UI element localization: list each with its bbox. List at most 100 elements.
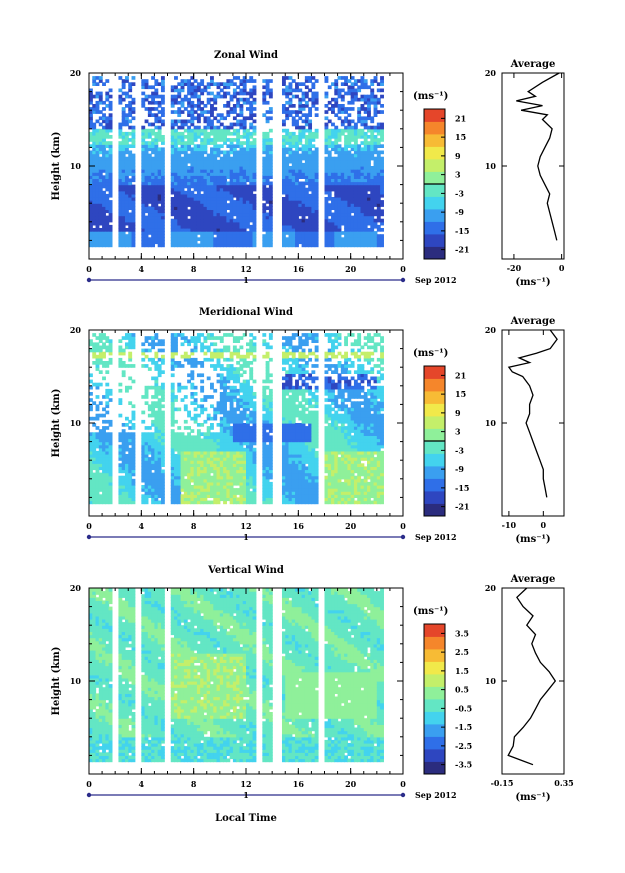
heatmap-cell <box>311 91 316 96</box>
heatmap-cell <box>174 240 178 245</box>
heatmap-cell <box>131 197 136 201</box>
heatmap-cell <box>160 348 165 353</box>
heatmap-cell <box>183 419 188 424</box>
heatmap-cell <box>105 184 110 189</box>
heatmap-cell <box>170 94 175 99</box>
heatmap-cell <box>380 221 384 226</box>
heatmap-cell <box>229 156 234 161</box>
heatmap-cell <box>216 209 221 214</box>
heatmap-cell <box>357 150 362 155</box>
heatmap-cell <box>144 128 149 133</box>
heatmap-cell <box>344 197 348 201</box>
heatmap-cell <box>177 497 182 502</box>
heatmap-cell <box>154 382 159 387</box>
heatmap-cell <box>304 228 309 232</box>
heatmap-cell <box>147 228 152 232</box>
heatmap-cell <box>298 82 303 86</box>
heatmap-cell <box>128 354 133 359</box>
heatmap-cell <box>308 234 313 238</box>
colorbar-segment <box>424 234 445 247</box>
heatmap-cell <box>102 413 106 418</box>
heatmap-cell <box>281 237 286 241</box>
heatmap-cell <box>141 215 146 220</box>
heatmap-cell <box>89 494 93 498</box>
heatmap-cell <box>193 243 198 248</box>
heatmap-cell <box>337 206 342 210</box>
heatmap-cell <box>206 162 211 167</box>
heatmap-cell <box>187 221 191 226</box>
heatmap-cell <box>89 193 93 198</box>
heatmap-cell <box>331 231 335 235</box>
heatmap-cell <box>337 150 342 155</box>
heatmap-cell <box>229 197 234 201</box>
heatmap-cell <box>350 172 355 176</box>
heatmap-cell <box>154 144 159 148</box>
heatmap-cell <box>118 100 123 105</box>
heatmap-cell <box>170 469 175 474</box>
heatmap-cell <box>170 159 175 164</box>
heatmap-cell <box>219 450 224 455</box>
heatmap-cell <box>288 228 293 232</box>
heatmap-cell <box>147 215 152 220</box>
heatmap-cell <box>334 215 339 220</box>
heatmap-cell <box>239 110 244 114</box>
heatmap-cell <box>301 215 306 220</box>
heatmap-cell <box>203 178 208 183</box>
heatmap-cell <box>105 141 110 145</box>
heatmap-cell <box>128 438 133 443</box>
heatmap-cell <box>95 395 100 399</box>
heatmap-cell <box>124 447 129 452</box>
heatmap-cell <box>288 206 293 210</box>
heatmap-cell <box>223 435 227 440</box>
heatmap-cell <box>239 144 244 148</box>
heatmap-cell <box>210 150 214 155</box>
heatmap-cell <box>174 345 178 350</box>
heatmap-cell <box>324 243 329 248</box>
heatmap-cell <box>242 181 247 186</box>
heatmap-cell <box>124 345 129 350</box>
heatmap-cell <box>216 175 221 179</box>
heatmap-cell <box>128 454 133 458</box>
heatmap-cell <box>246 159 250 164</box>
heatmap-cell <box>147 426 152 430</box>
heatmap-cell <box>128 243 133 248</box>
heatmap-cell <box>210 221 214 226</box>
heatmap-cell <box>124 138 129 142</box>
heatmap-cell <box>363 203 368 207</box>
heatmap-cell <box>157 197 162 201</box>
heatmap-cell <box>105 410 110 415</box>
heatmap-cell <box>285 76 290 80</box>
heatmap-cell <box>246 178 250 183</box>
heatmap-cell <box>367 243 371 248</box>
heatmap-cell <box>131 156 136 161</box>
heatmap-cell <box>190 385 195 390</box>
heatmap-cell <box>281 153 286 158</box>
heatmap-cell <box>324 144 329 148</box>
heatmap-cell <box>190 441 195 446</box>
heatmap-cell <box>353 125 358 130</box>
heatmap-cell <box>121 79 126 83</box>
heatmap-cell <box>190 138 195 142</box>
heatmap-cell <box>147 212 152 217</box>
heatmap-cell <box>298 116 303 121</box>
heatmap-cell <box>210 141 214 145</box>
heatmap-cell <box>118 175 123 179</box>
heatmap-cell <box>314 107 319 111</box>
heatmap-cell <box>223 131 227 136</box>
heatmap-cell <box>327 234 332 238</box>
heatmap-cell <box>154 472 159 477</box>
heatmap-cell <box>141 190 146 195</box>
heatmap-cell <box>108 234 113 238</box>
heatmap-cell <box>311 209 316 214</box>
heatmap-cell <box>124 218 129 223</box>
heatmap-cell <box>128 240 133 245</box>
heatmap-cell <box>118 141 123 145</box>
heatmap-cell <box>203 407 208 412</box>
heatmap-cell <box>203 218 208 223</box>
heatmap-cell <box>216 138 221 142</box>
heatmap-cell <box>376 110 381 114</box>
heatmap-cell <box>203 463 208 467</box>
heatmap-cell <box>223 438 227 443</box>
heatmap-cell <box>102 500 106 505</box>
heatmap-cell <box>353 181 358 186</box>
